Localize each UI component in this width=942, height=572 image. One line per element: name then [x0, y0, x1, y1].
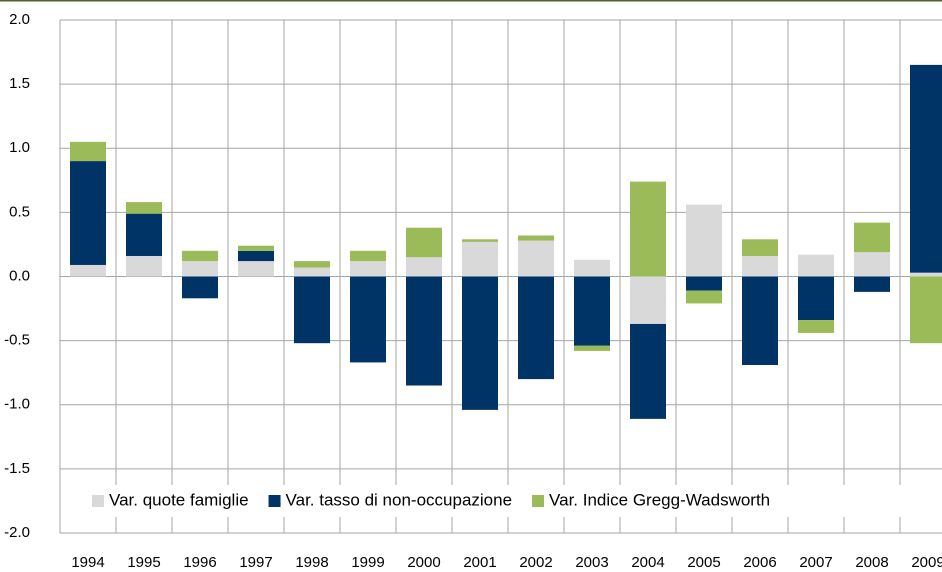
x-tick-label: 2001: [463, 554, 496, 571]
bar-segment: [294, 276, 330, 344]
y-tick-label: 0.0: [9, 267, 30, 284]
bar-segment: [350, 276, 386, 363]
bar-segment: [798, 320, 834, 333]
bar-segment: [518, 276, 554, 380]
y-tick-label: -2.0: [4, 524, 30, 541]
bar-segment: [238, 250, 274, 262]
x-tick-label: 2006: [743, 554, 776, 571]
bar-segment: [574, 345, 610, 351]
x-tick-label: 1999: [351, 554, 384, 571]
bar-segment: [238, 261, 274, 277]
bar-segment: [70, 141, 106, 162]
bar-segment: [574, 259, 610, 277]
bar-segment: [798, 276, 834, 321]
legend-label: Var. quote famiglie: [109, 490, 249, 509]
bar-segment: [854, 276, 890, 292]
bar-segment: [462, 276, 498, 410]
y-tick-label: -1.5: [4, 460, 30, 477]
legend-swatch: [532, 495, 545, 507]
legend-label: Var. tasso di non-occupazione: [286, 490, 513, 509]
x-tick-label: 2009: [911, 554, 942, 571]
bar-segment: [742, 255, 778, 277]
y-tick-label: -0.5: [4, 332, 30, 349]
bar-segment: [798, 254, 834, 277]
x-tick-label: 1997: [239, 554, 272, 571]
x-tick-label: 2004: [631, 554, 664, 571]
x-tick-label: 1995: [127, 554, 160, 571]
bar-segment: [182, 261, 218, 277]
x-tick-label: 2007: [799, 554, 832, 571]
bar-segment: [350, 250, 386, 262]
x-tick-label: 2003: [575, 554, 608, 571]
y-tick-label: 2.0: [9, 11, 30, 28]
legend: Var. quote famiglie Var. tasso di non-occ…: [80, 485, 942, 517]
bar-segment: [910, 64, 942, 273]
bar-segment: [854, 252, 890, 277]
bar-segment: [630, 323, 666, 419]
x-tick-label: 2005: [687, 554, 720, 571]
bar-segment: [406, 257, 442, 277]
bar-segment: [518, 235, 554, 241]
bar-segment: [406, 276, 442, 386]
x-tick-label: 1994: [71, 554, 104, 571]
bar-segment: [70, 264, 106, 277]
legend-label: Var. Indice Gregg-Wadsworth: [549, 490, 770, 509]
bar-segment: [126, 213, 162, 256]
bar-segment: [294, 261, 330, 268]
x-tick-label: 1996: [183, 554, 216, 571]
bar-segment: [462, 241, 498, 277]
bar-segment: [126, 255, 162, 277]
bar-segment: [294, 267, 330, 277]
bar-segment: [462, 239, 498, 242]
bar-segment: [686, 204, 722, 277]
y-tick-label: 1.0: [9, 139, 30, 156]
bar-segment: [686, 276, 722, 291]
x-tick-label: 2000: [407, 554, 440, 571]
bar-segment: [742, 276, 778, 365]
bar-segment: [350, 261, 386, 277]
bar-segment: [574, 276, 610, 346]
y-tick-label: 1.5: [9, 75, 30, 92]
bar-segment: [854, 222, 890, 253]
bar-segment: [630, 276, 666, 324]
bar-segment: [182, 250, 218, 262]
legend-swatch: [92, 495, 104, 507]
bar-segment: [182, 276, 218, 299]
bar-segment: [238, 245, 274, 251]
bar-segment: [630, 181, 666, 277]
bar-segment: [742, 239, 778, 256]
bar-segment: [406, 227, 442, 258]
legend-swatch: [268, 495, 281, 507]
y-tick-label: 0.5: [9, 203, 30, 220]
legend-background: [80, 485, 942, 517]
y-tick-label: -1.0: [4, 396, 30, 413]
x-tick-label: 2008: [855, 554, 888, 571]
bar-segment: [686, 290, 722, 304]
bar-segment: [910, 276, 942, 344]
bar-segment: [518, 240, 554, 277]
bar-segment: [910, 272, 942, 277]
x-tick-label: 2002: [519, 554, 552, 571]
bar-segment: [126, 202, 162, 214]
x-tick-label: 1998: [295, 554, 328, 571]
bar-segment: [70, 161, 106, 265]
